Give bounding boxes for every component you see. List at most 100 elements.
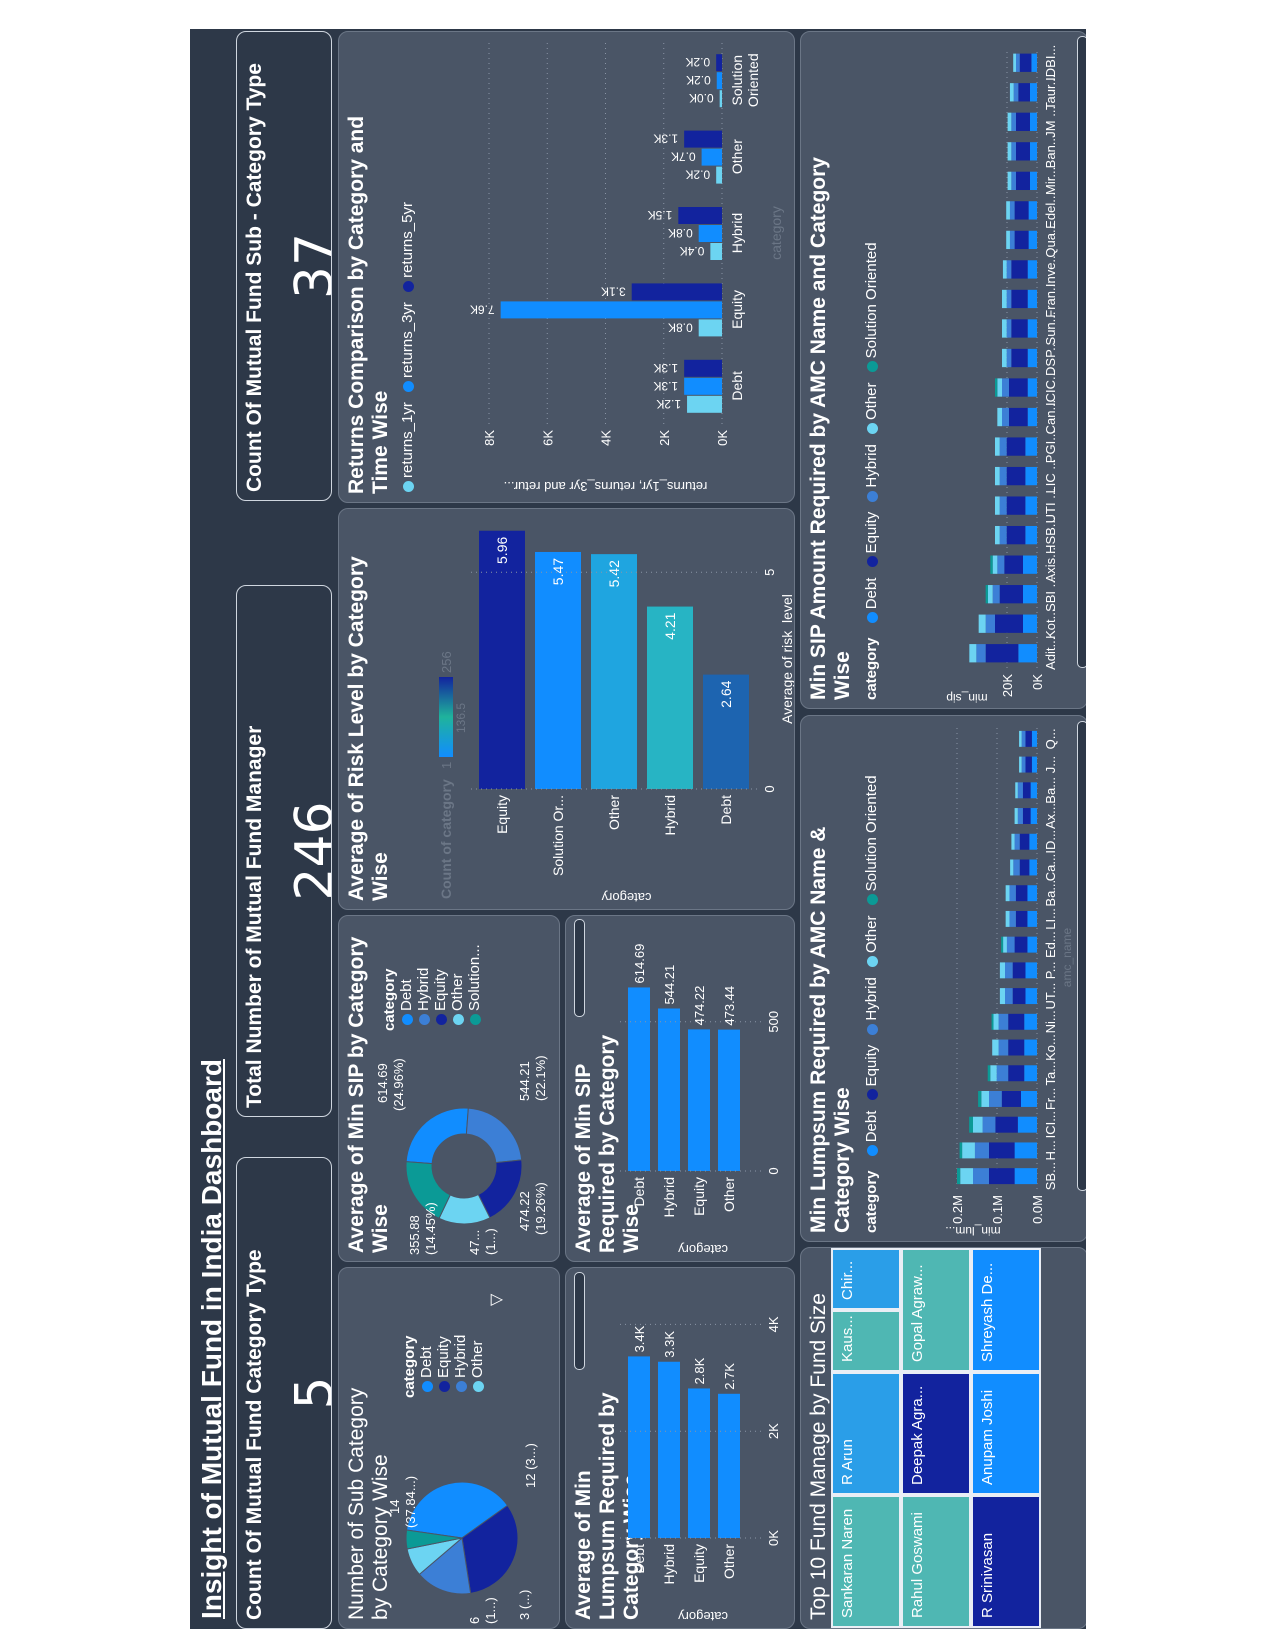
- amc-lumpsum-panel[interactable]: Min Lumpsum Required by AMC Name & Categ…: [800, 715, 1086, 1242]
- treemap-cell[interactable]: Chir...: [831, 1248, 901, 1310]
- bar-segment: [1027, 885, 1037, 902]
- category-label: Mir...: [1043, 167, 1058, 195]
- donut-chart[interactable]: 614.69 (24.96%) 544.21 (22.1%) 474.22 (19.26%…: [339, 916, 559, 1261]
- category-label: LI...: [1043, 908, 1058, 930]
- bar-segment: [1011, 319, 1028, 338]
- legend-item[interactable]: Other: [469, 1340, 486, 1378]
- amc-lumpsum-chart[interactable]: 0.0M 0.1M 0.2M SB... H... ICI...Fr... Ta...Ko.…: [801, 716, 1086, 1241]
- bar-segment: [993, 1013, 999, 1030]
- bar: [687, 395, 722, 413]
- bar-segment: [1023, 585, 1037, 604]
- bar-segment: [1021, 1090, 1037, 1107]
- treemap-cell[interactable]: R Srinivasan: [971, 1495, 1041, 1628]
- value-label: 2.64: [718, 680, 734, 707]
- category-label: Hybrid: [661, 1177, 677, 1217]
- legend-item[interactable]: Equity: [432, 969, 449, 1011]
- bar-segment: [999, 466, 1007, 486]
- treemap-cell[interactable]: Kaus...: [831, 1310, 901, 1372]
- treemap-cell[interactable]: R Arun: [831, 1372, 901, 1495]
- horizontal-scrollbar[interactable]: [1077, 721, 1086, 1191]
- legend-item[interactable]: Equity: [435, 1336, 452, 1378]
- bar-segment: [1002, 407, 1009, 427]
- treemap-cell[interactable]: Sankaran Naren: [831, 1495, 901, 1628]
- risk-bar-chart[interactable]: Equity 5.96 Solution Or... 5.47 Other 5.42 Hyb…: [339, 509, 794, 909]
- category-label: Solution Or...: [550, 795, 566, 876]
- risk-level-panel[interactable]: Average of Risk Level by Category Wise E…: [338, 508, 795, 910]
- bar-segment: [1016, 112, 1030, 131]
- value-label: 7.6K: [470, 302, 495, 316]
- legend-item[interactable]: Hybrid: [452, 1334, 469, 1378]
- bar-segment: [976, 644, 986, 663]
- bar-segment: [1015, 782, 1018, 799]
- treemap-panel[interactable]: Top 10 Fund Manage by Fund Size Basis Sa…: [800, 1247, 1086, 1629]
- bar-segment: [1011, 348, 1028, 368]
- legend-item[interactable]: Debt: [418, 1346, 435, 1378]
- amc-sip-chart[interactable]: 0K 20K Adit...Kot...SBI ...Axis...HSB...UT…: [801, 32, 1086, 708]
- pie-chart[interactable]: 14 (37.84...) 12 (3...) 6 (1...) 3 (...): [339, 1268, 559, 1628]
- value-label: 5.42: [606, 560, 622, 587]
- category-label: DSP...: [1043, 340, 1058, 376]
- category-label: J...: [1043, 756, 1058, 773]
- pie-subcategory-panel[interactable]: Number of Sub Category by Category Wise …: [338, 1267, 560, 1629]
- bar-segment: [997, 378, 1002, 397]
- tick-label: 4K: [766, 1316, 781, 1332]
- amc-sip-panel[interactable]: Min SIP Amount Required by AMC Name and …: [800, 31, 1086, 709]
- bar-segment: [1011, 142, 1016, 161]
- treemap-cell[interactable]: Gopal Agraw...: [901, 1248, 971, 1372]
- category-label: Axis...: [1043, 547, 1058, 582]
- bar-segment: [973, 1168, 989, 1185]
- bar-segment: [1011, 833, 1015, 850]
- kpi-value: 246: [285, 801, 332, 901]
- value-label: 5.96: [494, 537, 510, 564]
- category-label: Ba...: [1043, 777, 1058, 804]
- category-label: ICI...: [1043, 1111, 1058, 1138]
- bar-segment: [973, 1116, 983, 1133]
- bar-segment: [1023, 555, 1037, 574]
- category-label: Ba...: [1043, 880, 1058, 907]
- treemap-cell[interactable]: Deepak Agra...: [901, 1372, 971, 1495]
- legend-more-icon[interactable]: ▽: [488, 1293, 505, 1306]
- bar-segment: [1017, 808, 1023, 825]
- legend-item[interactable]: Debt: [398, 979, 415, 1011]
- treemap[interactable]: Sankaran Naren Rahul Goswami R Srinivasa…: [831, 1248, 1086, 1628]
- bar-segment: [1027, 260, 1038, 279]
- returns-comparison-panel[interactable]: Returns Comparison by Category and Time …: [338, 31, 795, 503]
- legend-item[interactable]: Solution...: [466, 944, 483, 1011]
- bar-segment: [1029, 859, 1038, 876]
- lumpsum-bar-panel[interactable]: Average of Min Lumpsum Required by Categ…: [565, 1267, 795, 1629]
- horizontal-scrollbar[interactable]: [1077, 36, 1086, 668]
- kpi-title: Total Number of Mutual Fund Manager: [243, 725, 266, 1108]
- tick-label: 8K: [482, 430, 497, 446]
- bar-segment: [1006, 289, 1012, 309]
- bar-segment: [995, 525, 1000, 545]
- donut-min-sip-panel[interactable]: Average of Min SIP by Category Wise 614.…: [338, 915, 560, 1262]
- bar: [678, 207, 722, 224]
- bar-segment: [1011, 289, 1028, 309]
- pie-slice: [405, 1107, 469, 1165]
- bar-segment: [1019, 859, 1030, 876]
- legend-item[interactable]: Hybrid: [415, 967, 432, 1011]
- data-label: (37.84...): [403, 1476, 418, 1528]
- bar-segment: [978, 1090, 982, 1107]
- gradient-legend-min: 1: [439, 762, 454, 769]
- bar: [631, 283, 722, 301]
- bar-segment: [1014, 201, 1029, 220]
- treemap-cell[interactable]: Shreyash De...: [971, 1248, 1041, 1372]
- bar-segment: [985, 614, 996, 633]
- bar-segment: [1030, 782, 1038, 799]
- lumpsum-bar-chart[interactable]: Debt 3.4K Hybrid 3.3K Equity 2.8K Other 2.7K 0K 2…: [566, 1268, 794, 1628]
- sip-bar-chart[interactable]: Debt 614.69 Hybrid 544.21 Equity 474.22 Other 4…: [566, 916, 794, 1261]
- category-label: Equity: [494, 795, 510, 834]
- value-label: 0.0K: [689, 91, 714, 105]
- sip-bar-panel[interactable]: Average of Min SIP Required by Category …: [565, 915, 795, 1262]
- bar-segment: [1021, 756, 1026, 773]
- treemap-cell[interactable]: Anupam Joshi: [971, 1372, 1041, 1495]
- treemap-cell[interactable]: Rahul Goswami: [901, 1495, 971, 1628]
- bar-segment: [995, 614, 1023, 633]
- bar: [716, 54, 722, 72]
- bar-segment: [1006, 230, 1010, 250]
- bar-segment: [1025, 962, 1037, 979]
- returns-bar-chart[interactable]: 0K 2K 4K 6K 8K 1.2K 1.3K 1.3K Debt 0.8K 7.6K 3.1K Eq…: [339, 32, 794, 502]
- legend-item[interactable]: Other: [449, 973, 466, 1011]
- bar: [698, 319, 723, 337]
